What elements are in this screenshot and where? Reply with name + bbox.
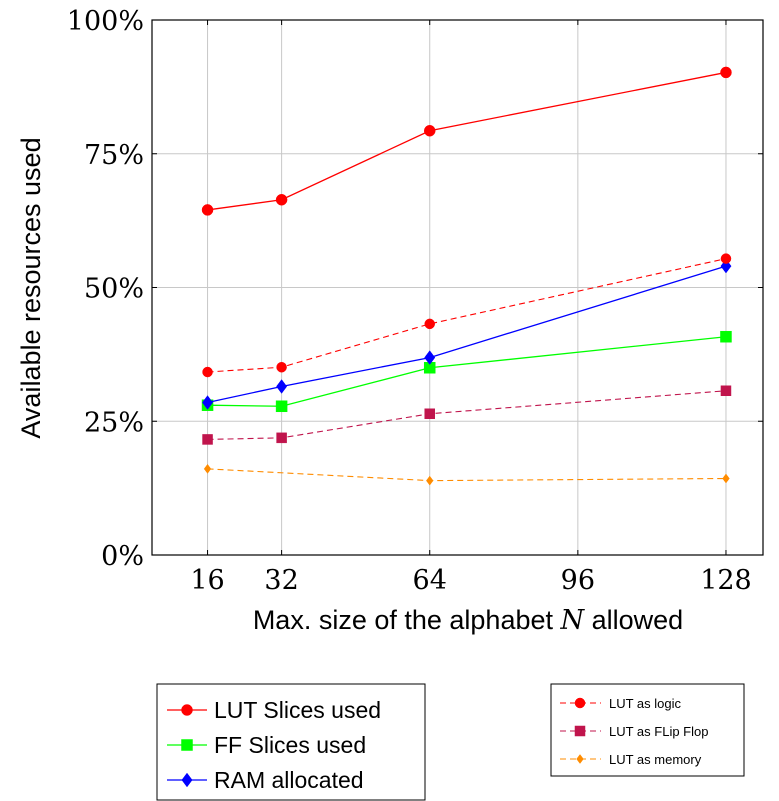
series-line-ff-slices-used [207, 336, 727, 407]
data-point-lut-as-memory-0 [203, 463, 212, 474]
legend-label-ff-slices-used: FF Slices used [214, 732, 366, 758]
legend-marker-lut-slices-used [181, 704, 193, 716]
x-tick-label-4: 128 [700, 565, 752, 596]
y-tick-label-4: 100% [67, 6, 144, 37]
series-lut-as-logic [202, 253, 732, 378]
x-tick-label-0: 16 [190, 565, 224, 596]
legend-label-lut-as-flip-flop: LUT as FLip Flop [609, 724, 708, 739]
data-point-lut-as-logic-0 [202, 366, 213, 378]
data-point-lut-as-flip-flop-2 [424, 408, 435, 420]
series-lines [201, 66, 732, 486]
legend-marker-lut-as-memory [576, 754, 584, 764]
legend-label-lut-slices-used: LUT Slices used [214, 697, 381, 723]
series-lut-slices-used [201, 66, 732, 216]
legend-small: LUT as logic LUT as FLip Flop LUT as memor… [550, 683, 745, 777]
legend-main-box [156, 683, 426, 801]
series-line-lut-as-logic [207, 258, 727, 373]
x-tick-label-2: 64 [413, 565, 447, 596]
data-point-lut-slices-used-3 [720, 66, 732, 79]
x-axis-title-variable: N [560, 605, 586, 636]
data-point-lut-as-flip-flop-1 [276, 432, 287, 444]
legend-label-lut-as-memory: LUT as memory [609, 752, 702, 767]
series-lut-as-flip-flop [202, 385, 732, 445]
legend-label-lut-as-logic: LUT as logic [609, 696, 682, 711]
data-point-ff-slices-used-1 [275, 400, 288, 413]
legend-main: LUT Slices used FF Slices used RAM allocat… [156, 683, 426, 801]
x-axis-title-suffix: allowed [584, 605, 683, 635]
legend-label-ram-allocated: RAM allocated [214, 767, 364, 793]
legend-main-entry-ff-slices-used: FF Slices used [167, 732, 366, 758]
legend-small-entry-lut-as-flip-flop: LUT as FLip Flop [560, 724, 708, 739]
data-point-lut-slices-used-2 [423, 124, 436, 137]
y-axis-title: Available resources used [16, 137, 46, 438]
series-line-lut-as-memory [207, 468, 726, 482]
legend-small-entry-lut-as-logic: LUT as logic [560, 696, 682, 711]
data-point-lut-slices-used-0 [201, 204, 214, 216]
data-point-lut-as-flip-flop-0 [202, 434, 213, 445]
axes: 16 32 64 96 128 0% 25% 50% 75% 100% [67, 6, 764, 596]
legend-main-entry-ram-allocated: RAM allocated [167, 767, 364, 793]
y-tick-label-3: 75% [84, 140, 144, 171]
legend-main-entry-lut-slices-used: LUT Slices used [167, 697, 381, 723]
x-tick-label-1: 32 [264, 565, 298, 596]
legend-marker-lut-as-flip-flop [574, 725, 586, 737]
y-tick-label-0: 0% [101, 541, 144, 572]
series-line-ram-allocated [207, 265, 727, 404]
legend-small-entry-lut-as-memory: LUT as memory [560, 752, 702, 767]
series-ram-allocated [202, 258, 732, 410]
data-point-lut-as-memory-3 [722, 473, 730, 484]
data-point-lut-as-logic-3 [720, 253, 732, 264]
data-point-lut-as-flip-flop-3 [720, 385, 732, 397]
data-point-ram-allocated-2 [424, 350, 436, 365]
data-point-ram-allocated-1 [276, 379, 288, 394]
y-tick-label-1: 25% [84, 407, 144, 438]
data-point-lut-as-logic-1 [276, 361, 287, 373]
data-point-lut-slices-used-1 [275, 194, 288, 206]
grid-lines [152, 19, 763, 556]
series-line-lut-as-flip-flop [207, 390, 727, 440]
series-lut-as-memory [203, 463, 730, 486]
data-point-lut-as-logic-2 [424, 318, 435, 330]
legend-marker-lut-as-logic [574, 697, 586, 709]
series-line-lut-slices-used [207, 71, 727, 211]
x-tick-label-3: 96 [561, 565, 595, 596]
data-point-ram-allocated-0 [202, 395, 214, 410]
legend-marker-ram-allocated [181, 772, 193, 788]
legend-marker-ff-slices-used [181, 739, 193, 751]
y-tick-label-2: 50% [84, 274, 144, 305]
x-axis-title-prefix: Max. size of the alphabet [253, 605, 561, 635]
data-point-lut-as-memory-2 [426, 475, 434, 486]
x-axis-title: Max. size of the alphabet N allowed [253, 605, 683, 636]
data-point-ff-slices-used-3 [720, 330, 732, 343]
